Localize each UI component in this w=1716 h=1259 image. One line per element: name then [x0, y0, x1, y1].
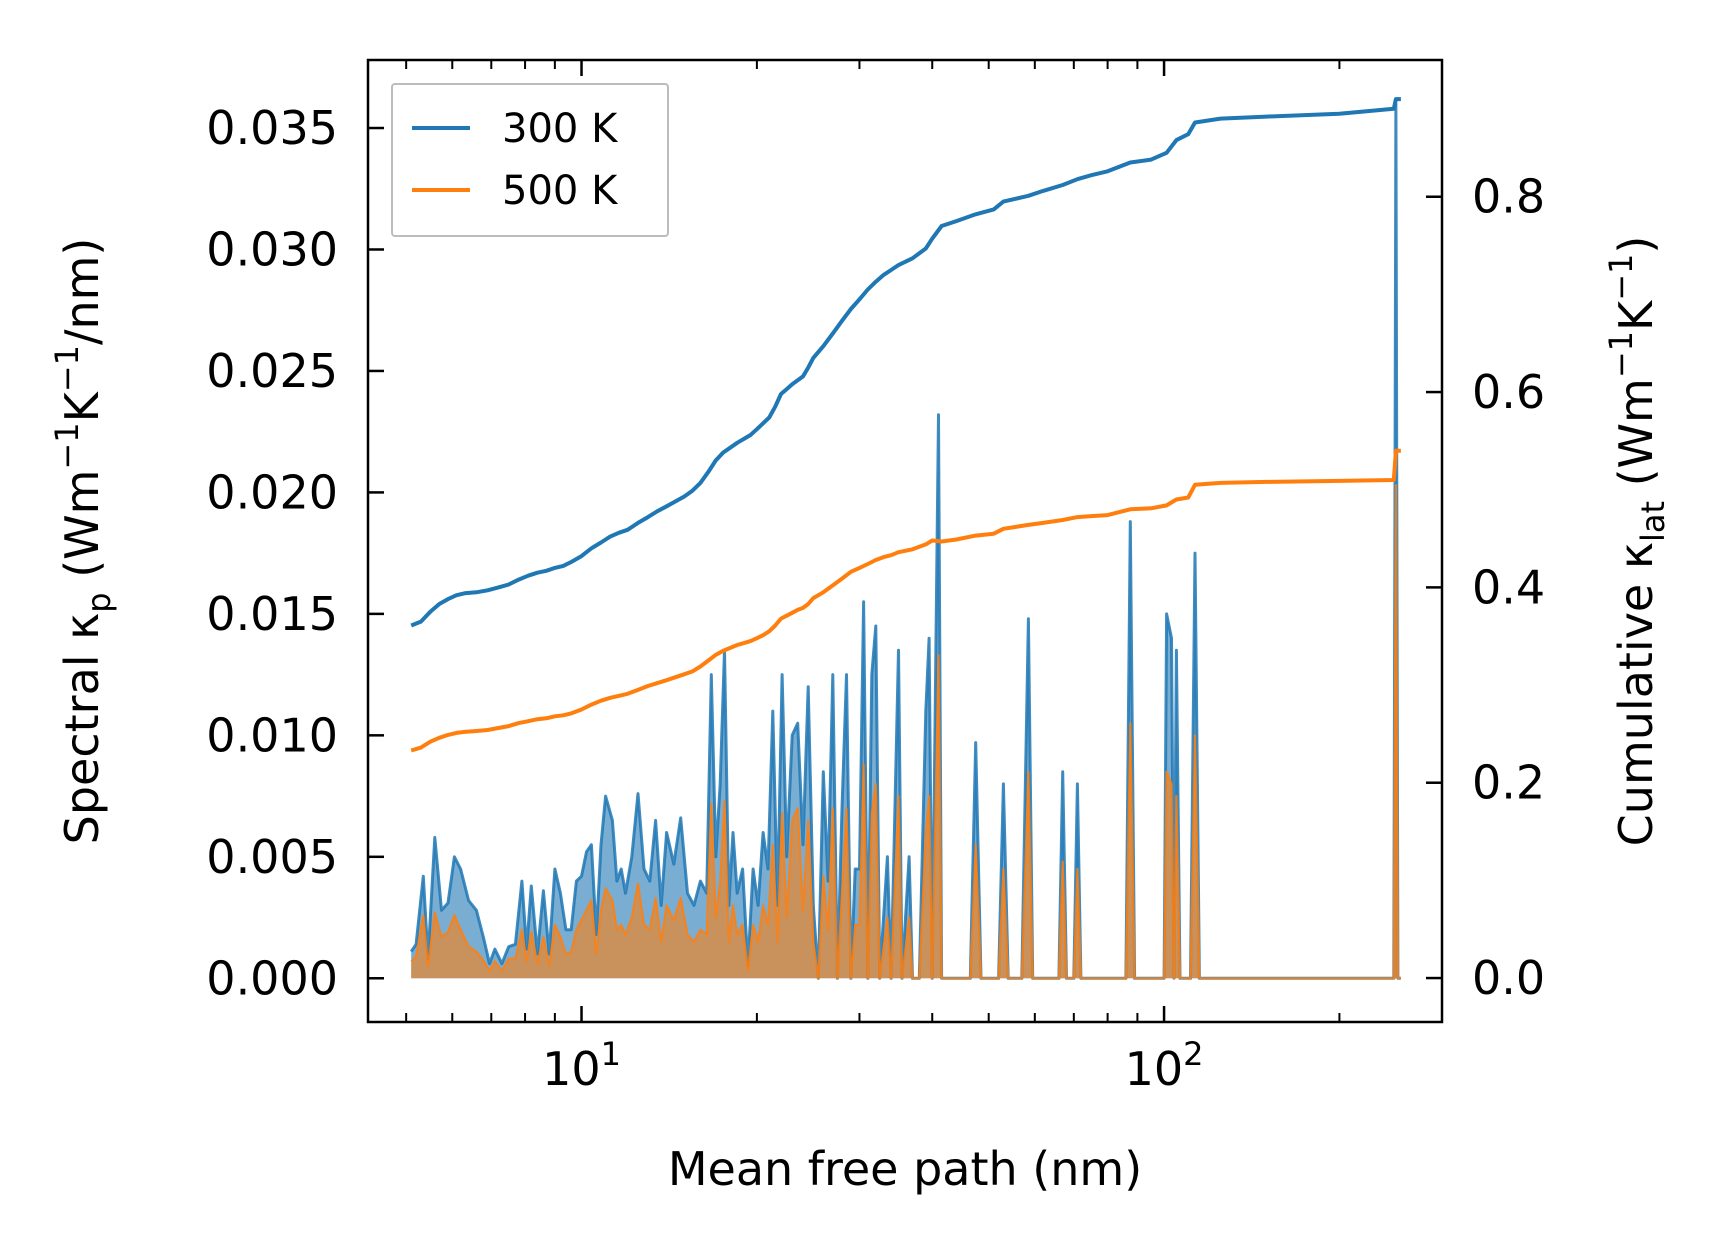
axes: [366, 58, 1444, 1024]
x-tick-label-exponent: 2: [1183, 1035, 1203, 1073]
y-axis-title-left: Spectral κp (Wm−1K−1/nm): [48, 238, 118, 845]
y-left-tick-label: 0.035: [206, 101, 338, 155]
spectral-line-500k: [410, 484, 1401, 980]
y-left-title-unit: /nm): [55, 238, 109, 345]
y-left-tick-label: 0.025: [206, 344, 338, 398]
x-tick-label: 101: [542, 1035, 621, 1096]
y-right-tick-label: 0.2: [1472, 756, 1545, 810]
series-lines: [410, 97, 1401, 753]
y-left-title-superscript: −1: [48, 345, 86, 392]
y-right-title-superscript: −1: [1602, 331, 1640, 378]
x-tick-label-exponent: 1: [601, 1035, 621, 1073]
y-left-tick-label: 0.015: [206, 587, 338, 641]
x-tick-label: 102: [1125, 1035, 1204, 1096]
x-tick-label-base: 10: [1125, 1042, 1184, 1096]
y-right-title-superscript: −1: [1602, 254, 1640, 301]
y-right-tick-label: 0.6: [1472, 365, 1545, 419]
tick-labels: 101 1020.0000.0050.0100.0150.0200.0250.03…: [206, 101, 1545, 1096]
y-left-title: Spectral κp (Wm−1K−1/nm): [48, 238, 118, 845]
legend-box: [391, 83, 669, 237]
y-right-title-unit: K: [1609, 299, 1663, 331]
y-left-tick-label: 0.020: [206, 465, 338, 519]
y-right-tick-label: 0.8: [1472, 170, 1545, 224]
y-axis-title-right: Cumulative κlat (Wm−1K−1): [1602, 236, 1672, 847]
y-right-tick-label: 0.0: [1472, 951, 1545, 1005]
y-right-tick-label: 0.4: [1472, 560, 1545, 614]
y-left-title-superscript: −1: [48, 422, 86, 469]
y-left-tick-label: 0.030: [206, 222, 338, 276]
x-axis-title: Mean free path (nm): [668, 1142, 1142, 1196]
y-left-title-unit: (Wm: [55, 470, 109, 593]
legend-label: 300 K: [502, 106, 619, 152]
y-right-title-prefix: Cumulative κ: [1609, 542, 1663, 846]
y-right-title-unit: (Wm: [1609, 378, 1663, 501]
y-right-title-unit: ): [1609, 236, 1663, 254]
y-left-title-subscript: p: [80, 592, 118, 612]
legend: 300 K 500 K: [391, 83, 669, 237]
y-left-title-prefix: Spectral κ: [55, 613, 109, 845]
y-left-tick-label: 0.000: [206, 951, 338, 1005]
y-left-tick-label: 0.005: [206, 830, 338, 884]
y-left-tick-label: 0.010: [206, 708, 338, 762]
spectral-fills: [409, 102, 1401, 980]
y-right-title-subscript: lat: [1634, 501, 1672, 542]
y-left-title-unit: K: [55, 390, 109, 422]
cumulative-line-300k: [410, 97, 1401, 628]
plot-frame: [366, 58, 1444, 1024]
cumulative-line-500k: [410, 448, 1401, 753]
y-right-title: Cumulative κlat (Wm−1K−1): [1602, 236, 1672, 847]
legend-label: 500 K: [502, 168, 619, 214]
x-tick-label-base: 10: [542, 1042, 601, 1096]
